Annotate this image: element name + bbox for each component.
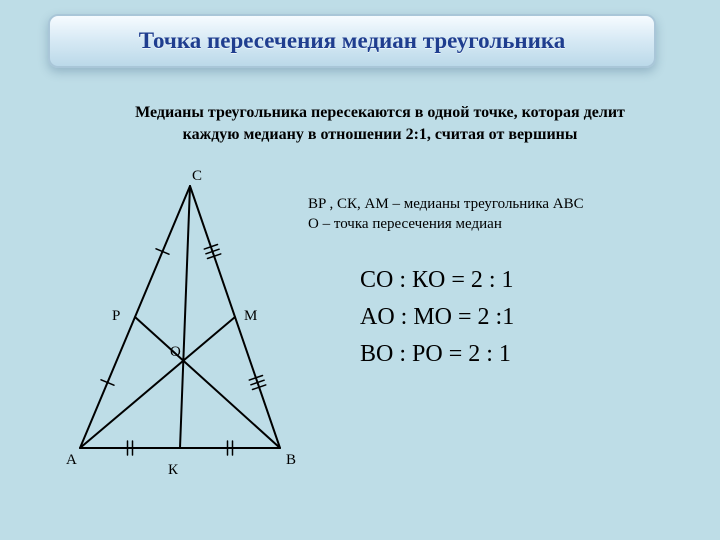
theorem-line-1: Медианы треугольника пересекаются в одно… bbox=[135, 104, 625, 121]
vertex-label-a: A bbox=[66, 452, 77, 469]
ratio-1: CO : КO = 2 : 1 bbox=[360, 262, 514, 299]
page-title: Точка пересечения медиан треугольника bbox=[139, 28, 566, 54]
ratio-2: AO : MO = 2 :1 bbox=[360, 299, 514, 336]
title-panel: Точка пересечения медиан треугольника bbox=[48, 14, 656, 68]
legend-line-1: BP , CК, AM – медианы треугольника ABC bbox=[308, 196, 584, 212]
ratio-3: BO : PO = 2 : 1 bbox=[360, 336, 514, 373]
legend-text: BP , CК, AM – медианы треугольника ABC O… bbox=[308, 194, 584, 235]
ratio-list: CO : КO = 2 : 1 AO : MO = 2 :1 BO : PO =… bbox=[360, 262, 514, 374]
centroid-label-o: O bbox=[170, 344, 181, 361]
triangle-svg bbox=[60, 168, 320, 478]
midpoint-label-m: M bbox=[244, 308, 257, 325]
midpoint-label-k: К bbox=[168, 462, 178, 479]
theorem-text: Медианы треугольника пересекаются в одно… bbox=[100, 102, 660, 145]
vertex-label-b: B bbox=[286, 452, 296, 469]
theorem-line-2: каждую медиану в отношении 2:1, считая о… bbox=[183, 126, 578, 143]
midpoint-label-p: P bbox=[112, 308, 120, 325]
vertex-label-c: C bbox=[192, 168, 202, 185]
legend-line-2: O – точка пересечения медиан bbox=[308, 216, 502, 232]
triangle-figure: A B C P M К O bbox=[60, 168, 320, 478]
